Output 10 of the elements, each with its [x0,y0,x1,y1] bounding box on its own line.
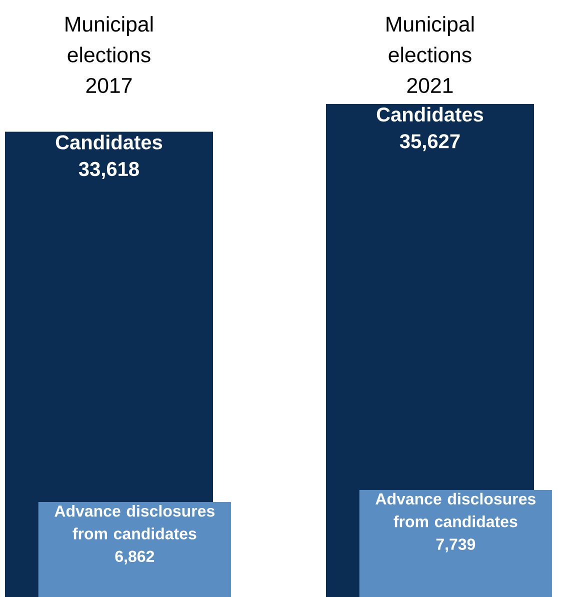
series-label: Advance disclosures from candidates [54,504,214,540]
data-label: 6,862 [115,550,154,564]
x-tick-label: Municipal elections 2017 [66,16,153,94]
data-label: 33,618 [78,162,139,179]
data-label: 35,627 [400,134,460,152]
series-label: Candidates [376,106,484,122]
text: Advance disclosures from candidates [376,492,536,528]
data-label: 7,739 [436,538,476,552]
text: Candidates [56,134,162,150]
x-tick-label: Municipal elections 2021 [386,16,474,94]
